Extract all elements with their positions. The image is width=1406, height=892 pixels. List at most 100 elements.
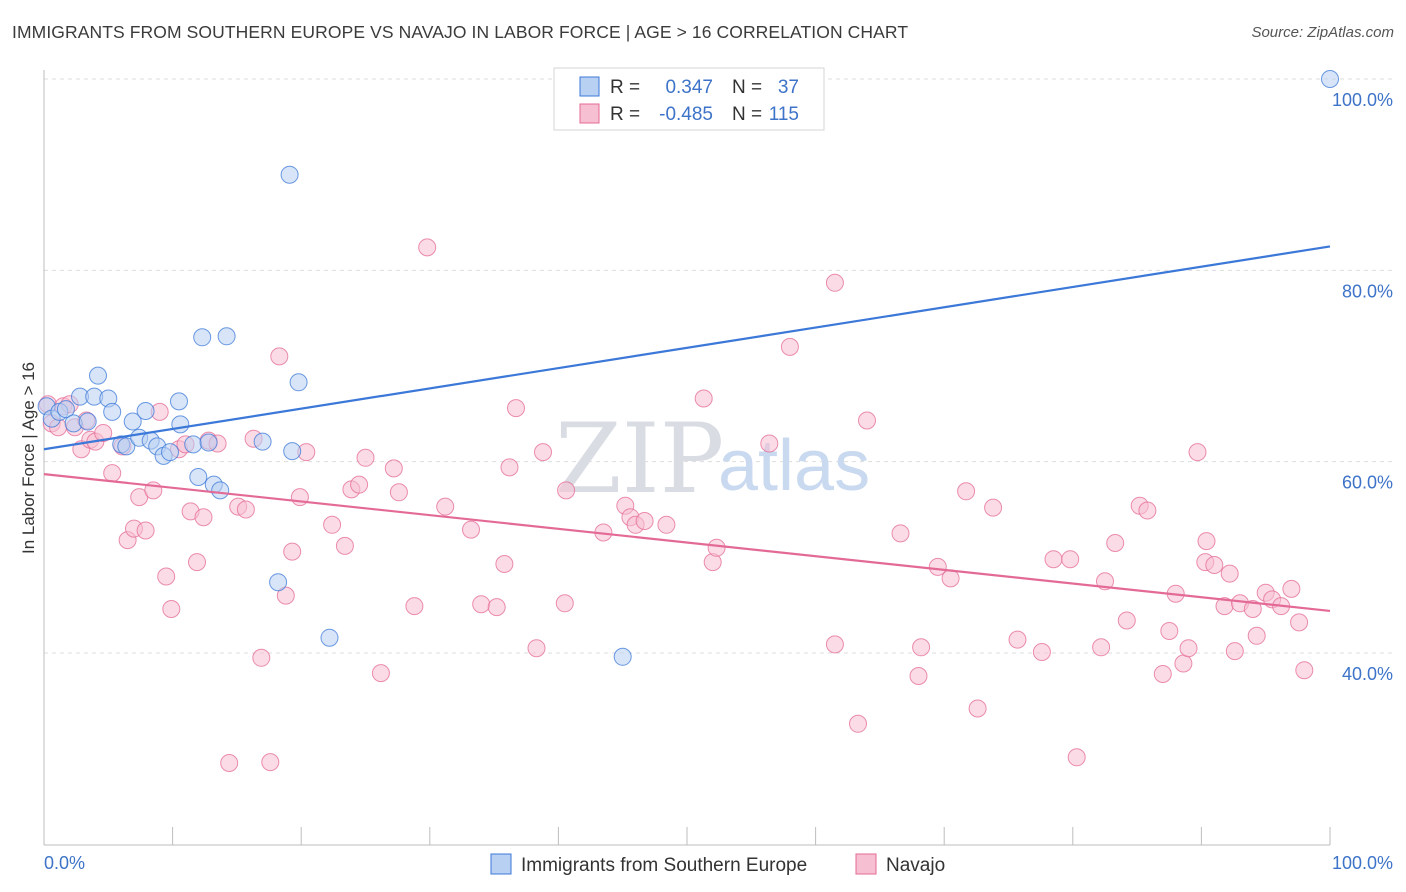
- legend-n-label-2: N =: [732, 104, 762, 125]
- pink-point: [384, 459, 403, 478]
- bottom-legend-label-2: Navajo: [886, 855, 945, 876]
- pink-point: [495, 555, 514, 573]
- pink-point: [1008, 630, 1027, 649]
- pink-point: [1061, 550, 1080, 569]
- pink-point: [909, 667, 928, 685]
- pink-point: [335, 536, 354, 555]
- y-tick-label: 80.0%: [1342, 281, 1393, 301]
- blue-point: [161, 443, 179, 462]
- blue-point: [184, 435, 203, 454]
- y-axis-title: In Labor Force | Age > 16: [19, 362, 38, 554]
- pink-point: [1106, 534, 1125, 552]
- pink-point: [1160, 622, 1179, 640]
- legend-swatch-pink: [579, 103, 600, 124]
- x-tick-label: 100.0%: [1332, 853, 1393, 873]
- pink-point: [657, 515, 676, 534]
- blue-point: [253, 432, 272, 451]
- pink-point: [487, 598, 506, 617]
- pink-point: [555, 594, 574, 613]
- pink-point: [188, 553, 206, 572]
- watermark: ZIP atlas: [555, 403, 870, 515]
- pink-point: [1174, 654, 1193, 673]
- blue-point: [211, 481, 230, 500]
- chart-source: Source: ZipAtlas.com: [1251, 24, 1394, 41]
- pink-point: [825, 273, 844, 292]
- bottom-legend-label-1: Immigrants from Southern Europe: [521, 855, 807, 876]
- axes: 40.0% 60.0% 80.0% 100.0% 0.0% 100.0%: [43, 70, 1393, 873]
- blue-point: [78, 412, 97, 431]
- pink-point: [1282, 579, 1301, 598]
- pink-point: [157, 567, 176, 586]
- pink-point: [1247, 626, 1266, 645]
- legend-r-label-2: R =: [610, 104, 640, 125]
- pink-point: [94, 424, 113, 442]
- legend-r-value-2: -0.485: [659, 104, 713, 125]
- pink-point: [1138, 501, 1157, 520]
- pink-point: [1067, 748, 1086, 767]
- blue-trend-line: [43, 245, 1331, 451]
- pink-point: [635, 512, 654, 530]
- watermark-atlas: atlas: [718, 426, 870, 506]
- pink-point: [941, 569, 960, 588]
- pink-point: [1032, 643, 1051, 661]
- pink-point: [405, 597, 424, 616]
- pink-point: [1179, 639, 1198, 658]
- pink-point: [534, 443, 552, 462]
- pink-point: [825, 635, 844, 654]
- pink-point: [371, 664, 390, 683]
- pink-trend-line: [43, 473, 1331, 613]
- pink-point: [957, 482, 976, 501]
- pink-point: [418, 238, 437, 257]
- legend-swatch-blue: [579, 76, 600, 97]
- legend-r-label-1: R =: [610, 77, 640, 98]
- data-points: [37, 70, 1339, 772]
- pink-point: [557, 481, 576, 500]
- pink-point: [220, 754, 239, 772]
- blue-point: [123, 412, 142, 431]
- pink-point: [1243, 600, 1262, 618]
- blue-point: [613, 647, 632, 666]
- pink-point: [1153, 665, 1172, 683]
- pink-point: [891, 524, 910, 543]
- legend-n-value-2: 115: [769, 104, 799, 125]
- pink-point: [436, 497, 455, 516]
- pink-point: [389, 483, 408, 502]
- blue-point: [56, 400, 75, 419]
- blue-point: [89, 366, 107, 385]
- pink-point: [984, 498, 1003, 517]
- pink-point: [1205, 556, 1224, 574]
- blue-point: [289, 373, 308, 392]
- y-tick-label: 40.0%: [1342, 664, 1393, 684]
- bottom-legend-swatch-pink: [855, 853, 877, 875]
- blue-point: [217, 327, 236, 346]
- blue-point: [171, 415, 190, 434]
- pink-point: [270, 347, 289, 366]
- pink-point: [912, 638, 931, 657]
- pink-point: [1290, 613, 1309, 632]
- pink-point: [1220, 564, 1239, 583]
- x-tick-label: 0.0%: [44, 853, 85, 873]
- pink-point: [276, 586, 295, 605]
- pink-point: [323, 515, 342, 534]
- pink-point: [472, 595, 491, 614]
- blue-point: [103, 402, 122, 421]
- pink-point: [527, 639, 546, 658]
- pink-point: [1225, 642, 1244, 661]
- legend: R = 0.347 N = 37 R = -0.485 N = 115: [553, 67, 825, 131]
- blue-point: [283, 442, 302, 461]
- pink-point: [849, 714, 867, 733]
- blue-point: [117, 437, 136, 456]
- pink-point: [780, 337, 799, 356]
- chart-title: IMMIGRANTS FROM SOUTHERN EUROPE VS NAVAJ…: [12, 22, 909, 42]
- blue-point: [1321, 70, 1339, 88]
- pink-point: [194, 508, 213, 527]
- pink-point: [350, 475, 369, 494]
- pink-point: [261, 753, 280, 772]
- pink-point: [1188, 443, 1207, 462]
- pink-point: [136, 521, 155, 540]
- blue-point: [170, 392, 188, 411]
- pink-point: [694, 389, 713, 408]
- pink-point: [1044, 550, 1063, 569]
- blue-point: [193, 328, 212, 347]
- pink-point: [462, 520, 480, 539]
